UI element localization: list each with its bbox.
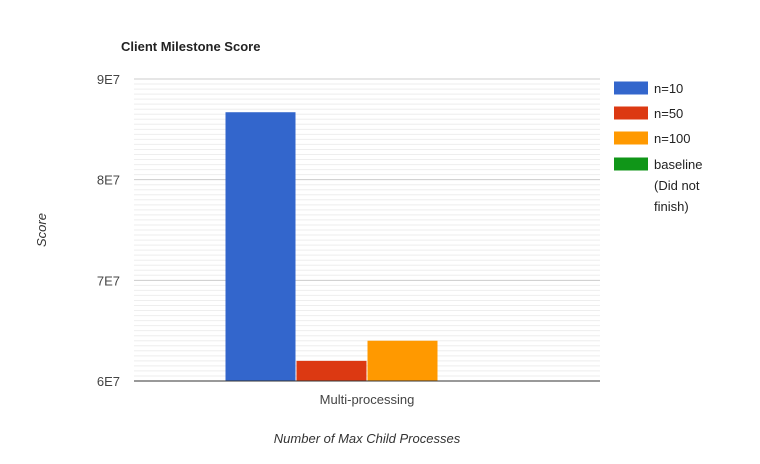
x-axis-ticks: Multi-processing: [320, 392, 415, 407]
legend-label: finish): [654, 199, 689, 214]
x-axis-title: Number of Max Child Processes: [274, 431, 461, 446]
y-tick-label: 9E7: [97, 72, 120, 87]
legend-label: n=10: [654, 81, 683, 96]
legend-swatch: [614, 131, 648, 145]
legend-swatch: [614, 106, 648, 120]
legend-label: n=100: [654, 131, 691, 146]
bar-n-10: [225, 112, 296, 381]
bar-n-100: [367, 340, 438, 381]
y-tick-label: 8E7: [97, 173, 120, 188]
legend-item: baseline (Did not finish): [614, 157, 702, 214]
legend-label: n=50: [654, 106, 683, 121]
gridlines: [134, 78, 600, 377]
y-tick-label: 6E7: [97, 374, 120, 389]
bar-n-50: [296, 360, 367, 381]
y-axis-ticks: 6E7 7E7 8E7 9E7: [97, 72, 120, 389]
bars: [225, 112, 438, 381]
legend-label: baseline: [654, 157, 702, 172]
x-tick-label: Multi-processing: [320, 392, 415, 407]
chart-title: Client Milestone Score: [121, 39, 260, 54]
y-axis-title: Score: [34, 213, 49, 247]
legend-label: (Did not: [654, 178, 700, 193]
y-tick-label: 7E7: [97, 273, 120, 288]
legend-swatch: [614, 157, 648, 171]
legend: n=10 n=50 n=100 baseline (Did not finish): [614, 81, 702, 214]
legend-item: n=100: [614, 131, 691, 146]
legend-item: n=50: [614, 106, 683, 121]
legend-swatch: [614, 81, 648, 95]
legend-item: n=10: [614, 81, 683, 96]
